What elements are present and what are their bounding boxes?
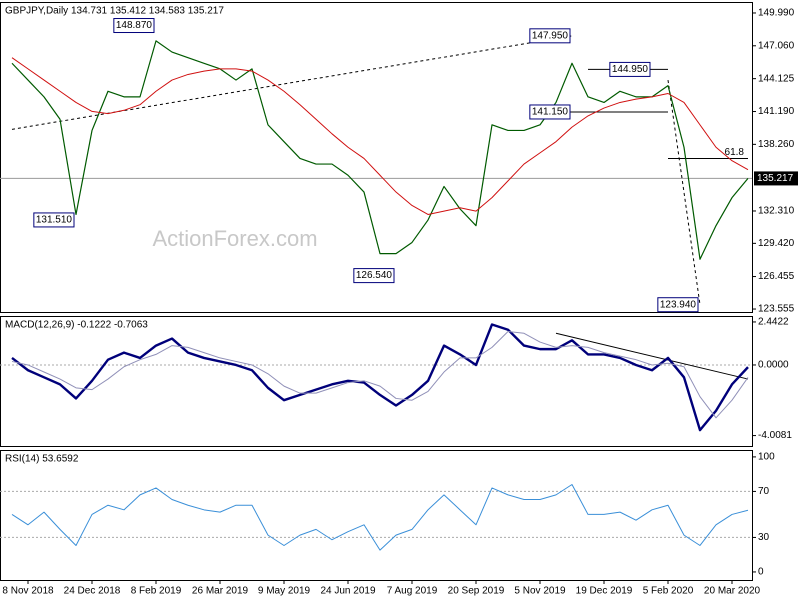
x-tick-label: 26 Mar 2019 <box>192 586 249 597</box>
y-tick-label: 149.990 <box>758 8 795 19</box>
y-tick-label: 129.420 <box>758 238 795 249</box>
trendline <box>667 79 701 305</box>
annotation-label: 147.950 <box>532 30 569 41</box>
annotation-box <box>33 212 75 228</box>
x-tick-label: 7 Aug 2019 <box>387 586 438 597</box>
annotation-label: 144.950 <box>612 64 649 75</box>
annotation-label: 61.8 <box>725 147 745 158</box>
watermark: ActionForex.com <box>152 226 317 251</box>
y-tick-label: 30 <box>758 532 770 543</box>
annotation-box <box>609 61 651 77</box>
annotation-label: 131.510 <box>36 215 73 226</box>
x-tick-label: 20 Mar 2020 <box>704 586 761 597</box>
panel-title: RSI(14) 53.6592 <box>5 454 79 465</box>
series-line <box>11 331 749 419</box>
annotation-box <box>657 297 699 313</box>
y-tick-label: 100 <box>758 452 775 463</box>
annotation-label: 126.540 <box>356 270 393 281</box>
x-tick-label: 5 Feb 2020 <box>643 586 694 597</box>
annotation-label: 123.940 <box>660 299 697 310</box>
last-price-tag <box>754 171 798 186</box>
y-tick-label: 144.125 <box>758 73 795 84</box>
series-line <box>11 323 749 432</box>
y-tick-label: 0 <box>758 567 764 578</box>
panel-title: MACD(12,26,9) -0.1222 -0.7063 <box>5 320 148 331</box>
annotation-label: 141.150 <box>532 107 569 118</box>
annotation-box <box>113 18 155 34</box>
x-tick-label: 24 Jun 2019 <box>320 586 375 597</box>
y-tick-label: 138.260 <box>758 139 795 150</box>
y-tick-label: 132.310 <box>758 206 795 217</box>
y-tick-label: 70 <box>758 486 770 497</box>
series-line <box>11 57 749 215</box>
y-tick-label: 123.555 <box>758 304 795 315</box>
series-line <box>11 484 749 551</box>
x-tick-label: 20 Sep 2019 <box>448 586 505 597</box>
x-tick-label: 24 Dec 2018 <box>64 586 121 597</box>
annotation-box <box>353 268 395 284</box>
trendline <box>555 332 749 380</box>
y-tick-label: 147.060 <box>758 40 795 51</box>
annotation-box <box>529 104 571 120</box>
series-line <box>11 40 749 260</box>
panel-title: GBPJPY,Daily 134.731 135.412 134.583 135… <box>5 6 224 17</box>
x-tick-label: 9 May 2019 <box>258 586 311 597</box>
annotation-label: 148.870 <box>116 20 153 31</box>
x-tick-label: 8 Nov 2018 <box>2 586 54 597</box>
trendline <box>11 35 573 130</box>
x-tick-label: 19 Dec 2019 <box>576 586 633 597</box>
y-tick-label: 141.190 <box>758 106 795 117</box>
y-tick-label: 2.4422 <box>758 317 789 328</box>
y-tick-label: 0.0000 <box>758 360 789 371</box>
x-tick-label: 5 Nov 2019 <box>514 586 566 597</box>
x-tick-label: 8 Feb 2019 <box>131 586 182 597</box>
last-price-label: 135.217 <box>757 173 794 184</box>
y-tick-label: -4.0081 <box>758 430 792 441</box>
annotation-box <box>529 28 571 44</box>
y-tick-label: 126.455 <box>758 271 795 282</box>
